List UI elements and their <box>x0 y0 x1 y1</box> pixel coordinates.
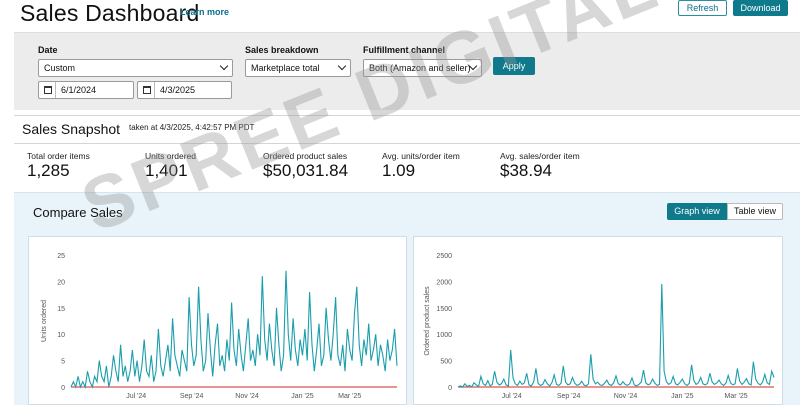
snapshot-timestamp: taken at 4/3/2025, 4:42:57 PM PDT <box>129 123 255 132</box>
divider <box>14 115 800 116</box>
y-tick-label: 1000 <box>436 332 452 339</box>
breakdown-label: Sales breakdown <box>245 45 319 55</box>
y-tick-label: 25 <box>57 253 65 260</box>
y-tick-label: 2500 <box>436 253 452 260</box>
end-date-value: 4/3/2025 <box>160 85 196 95</box>
y-tick-label: 15 <box>57 306 65 313</box>
fulfillment-channel-value: Both (Amazon and seller) <box>369 63 471 73</box>
units-chart-card: 0 5 10 15 20 25 Units ordered Jul '24 Sep '24 Nov… <box>28 236 407 405</box>
x-tick-label: Nov '24 <box>614 393 638 400</box>
date-range-select[interactable]: Custom <box>38 59 233 77</box>
channel-label: Fulfillment channel <box>363 45 446 55</box>
start-date-input[interactable]: 6/1/2024 <box>38 81 134 99</box>
y-tick-label: 20 <box>57 279 65 286</box>
apply-button[interactable]: Apply <box>493 57 535 75</box>
date-label: Date <box>38 45 58 55</box>
sales-chart-card: 0 500 1000 1500 2000 2500 Ordered product sale… <box>413 236 783 405</box>
download-button[interactable]: Download <box>733 0 788 16</box>
sales-breakdown-value: Marketplace total <box>251 63 320 73</box>
y-axis-label: Ordered product sales <box>424 286 431 356</box>
fulfillment-channel-select[interactable]: Both (Amazon and seller) <box>363 59 482 77</box>
ordered-sales-chart: 0 500 1000 1500 2000 2500 Ordered product sale… <box>424 253 775 400</box>
metric-value-total-order-items: 1,285 <box>27 161 70 180</box>
x-tick-label: Nov '24 <box>235 393 259 400</box>
y-tick-label: 0 <box>448 385 452 392</box>
x-tick-label: Mar '25 <box>725 393 748 400</box>
refresh-button[interactable]: Refresh <box>678 0 727 16</box>
y-tick-label: 0 <box>61 385 65 392</box>
metric-value-units-ordered: 1,401 <box>145 161 188 180</box>
metric-value-avg-sales: $38.94 <box>500 161 552 180</box>
y-tick-label: 500 <box>440 359 452 366</box>
graph-view-button[interactable]: Graph view <box>667 203 727 220</box>
metric-value-avg-units: 1.09 <box>382 161 416 180</box>
calendar-icon <box>39 82 56 98</box>
x-tick-label: Jul '24 <box>126 393 146 400</box>
table-view-button[interactable]: Table view <box>727 203 783 220</box>
compare-sales-title: Compare Sales <box>33 205 123 220</box>
start-date-value: 6/1/2024 <box>61 85 97 95</box>
metric-label-units-ordered: Units ordered <box>145 151 197 161</box>
metric-label-total-order-items: Total order items <box>27 151 90 161</box>
end-date-input[interactable]: 4/3/2025 <box>137 81 232 99</box>
metric-label-avg-sales: Avg. sales/order item <box>500 151 580 161</box>
metric-label-ordered-product-sales: Ordered product sales <box>263 151 348 161</box>
y-axis-label: Units ordered <box>41 300 48 342</box>
date-range-value: Custom <box>44 63 76 73</box>
x-tick-label: Sep '24 <box>180 393 204 400</box>
y-tick-label: 1500 <box>436 306 452 313</box>
x-tick-label: Jul '24 <box>502 393 522 400</box>
y-tick-label: 10 <box>57 332 65 339</box>
y-tick-label: 2000 <box>436 279 452 286</box>
units-ordered-chart: 0 5 10 15 20 25 Units ordered Jul '24 Sep '24 Nov… <box>41 253 398 400</box>
series-line <box>70 270 398 389</box>
divider <box>14 143 800 144</box>
x-tick-label: Jan '25 <box>671 393 693 400</box>
x-tick-label: Sep '24 <box>557 393 581 400</box>
chevron-down-icon <box>337 61 347 71</box>
snapshot-title: Sales Snapshot <box>22 121 121 137</box>
learn-more-link[interactable]: Learn more <box>180 7 230 17</box>
calendar-icon <box>138 82 155 98</box>
sales-breakdown-select[interactable]: Marketplace total <box>245 59 351 77</box>
metric-value-ordered-product-sales: $50,031.84 <box>263 161 349 180</box>
page-title: Sales Dashboard <box>20 0 200 26</box>
x-tick-label: Jan '25 <box>291 393 313 400</box>
x-tick-label: Mar '25 <box>338 393 361 400</box>
series-line <box>457 283 775 388</box>
metric-label-avg-units: Avg. units/order item <box>382 151 460 161</box>
y-tick-label: 5 <box>61 359 65 366</box>
chevron-down-icon <box>219 61 229 71</box>
